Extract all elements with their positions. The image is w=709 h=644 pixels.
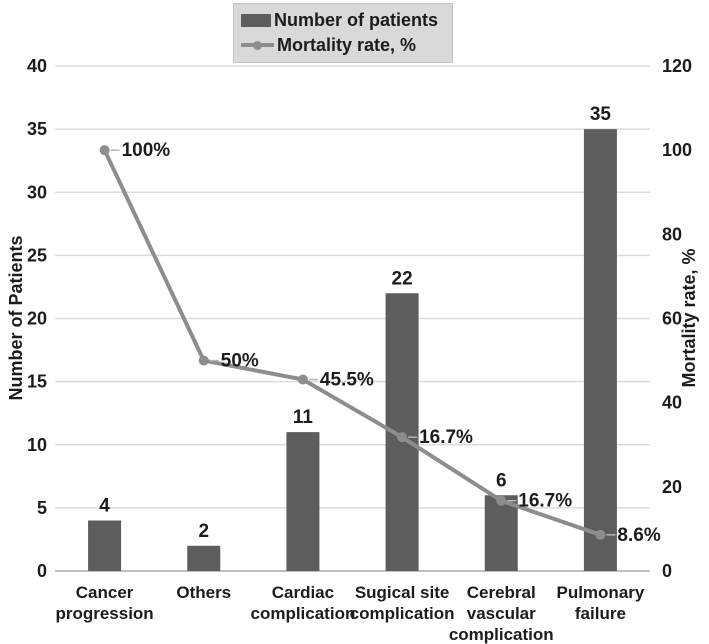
left-tick-label: 15 — [27, 372, 47, 392]
legend-label-patients: Number of patients — [274, 10, 439, 30]
mortality-rate-labels: 100% 50% 45.5% 16.7% 16.7% 8.6% — [122, 140, 661, 546]
category-label: Pulmonary failure — [556, 583, 644, 623]
line-marker — [198, 355, 209, 366]
legend: Number of patients Mortality rate, % — [233, 3, 454, 63]
right-tick-label: 80 — [662, 224, 682, 244]
line-marker — [595, 529, 606, 540]
left-tick-label: 35 — [27, 119, 47, 139]
bar — [187, 545, 221, 571]
line-marker — [496, 495, 507, 506]
right-axis-title: Mortality rate, % — [679, 248, 699, 387]
bar-value-label: 11 — [293, 407, 314, 428]
right-tick-label: 20 — [662, 477, 682, 497]
left-axis-title: Number of Patients — [6, 235, 26, 400]
legend-item-patients: Number of patients — [241, 9, 438, 31]
mortality-rate-label: 8.6% — [617, 525, 660, 546]
legend-item-mortality: Mortality rate, % — [241, 34, 438, 56]
bar — [484, 495, 518, 571]
bar-series — [88, 129, 617, 571]
left-axis-tick-labels: 0 5 10 15 20 25 30 35 40 — [27, 56, 47, 581]
mortality-line — [102, 148, 603, 537]
bar-value-label: 22 — [392, 268, 413, 289]
right-tick-label: 0 — [662, 561, 672, 581]
category-labels: Cancer progression Others Cardiac complicati… — [55, 583, 644, 644]
bar — [88, 520, 122, 571]
line-marker — [397, 432, 408, 443]
right-tick-label: 40 — [662, 393, 682, 413]
left-tick-label: 10 — [27, 435, 47, 455]
mortality-rate-label: 16.7% — [518, 491, 572, 512]
category-label: Cancer progression — [55, 583, 153, 623]
bar — [286, 432, 320, 571]
category-label: Cerebral vascular complication — [449, 583, 554, 644]
left-tick-label: 25 — [27, 245, 47, 265]
bar-value-label: 2 — [198, 521, 209, 542]
category-label: Sugical site complication — [350, 583, 455, 623]
bar-value-label: 35 — [590, 104, 612, 125]
bar-value-label: 6 — [496, 470, 507, 491]
right-tick-label: 120 — [662, 56, 692, 76]
mortality-rate-label: 45.5% — [320, 370, 374, 391]
right-tick-label: 60 — [662, 309, 682, 329]
bar-value-labels: 4 2 11 22 6 35 — [99, 104, 611, 542]
line-marker — [99, 145, 110, 156]
mortality-rate-label: 100% — [122, 140, 171, 161]
bar-value-label: 4 — [99, 496, 110, 517]
right-tick-label: 100 — [662, 140, 692, 160]
line-series — [99, 145, 616, 540]
left-tick-label: 5 — [37, 498, 47, 518]
left-tick-label: 40 — [27, 56, 47, 76]
category-label: Cardiac complication — [250, 583, 355, 623]
bar-swatch-icon — [241, 13, 271, 27]
left-tick-label: 0 — [37, 561, 47, 581]
bar — [583, 129, 617, 571]
left-tick-label: 30 — [27, 182, 47, 202]
line-swatch-icon — [241, 40, 274, 50]
left-tick-label: 20 — [27, 309, 47, 329]
legend-label-mortality: Mortality rate, % — [277, 35, 417, 55]
mortality-rate-label: 50% — [221, 351, 259, 372]
right-axis-tick-labels: 0 20 40 60 80 100 120 — [662, 56, 692, 581]
category-label: Others — [176, 583, 231, 602]
line-marker — [297, 374, 308, 385]
mortality-rate-label: 16.7% — [419, 427, 473, 448]
